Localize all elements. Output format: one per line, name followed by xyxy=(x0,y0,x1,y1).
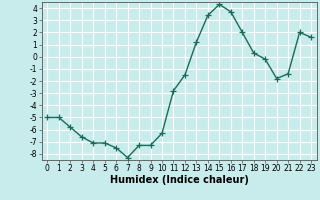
X-axis label: Humidex (Indice chaleur): Humidex (Indice chaleur) xyxy=(110,175,249,185)
